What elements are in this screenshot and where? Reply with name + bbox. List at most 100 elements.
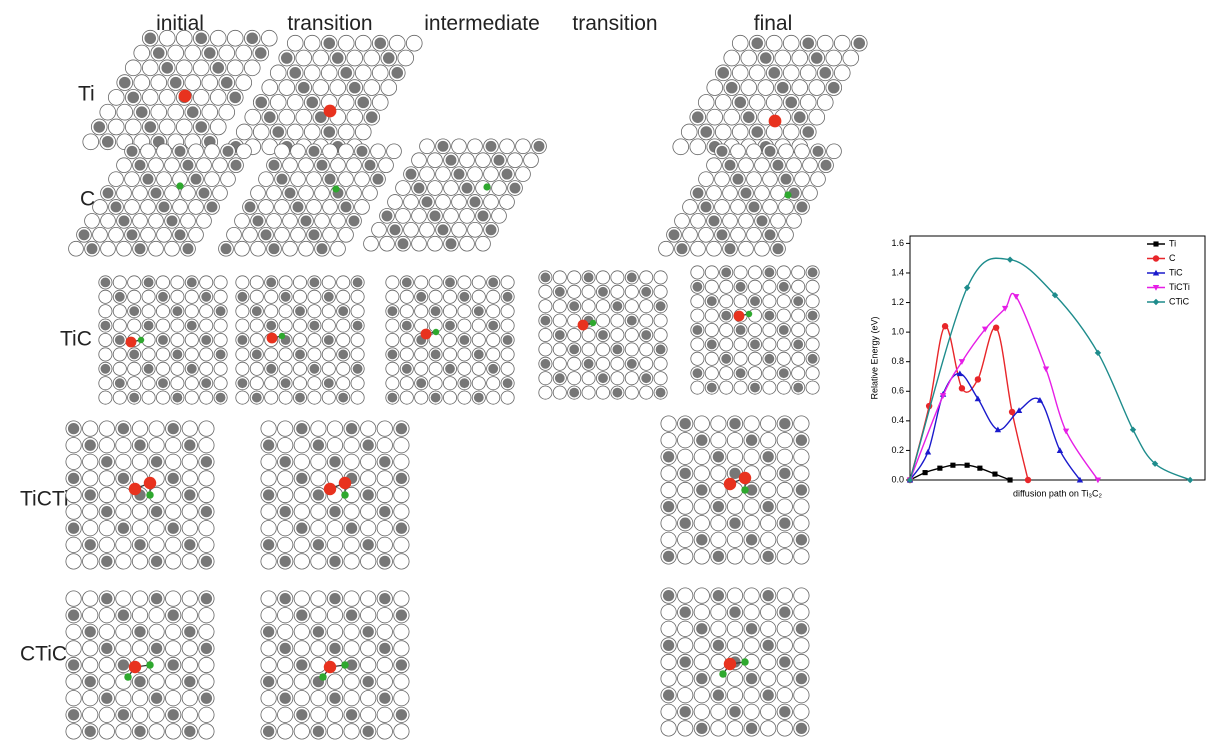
atom-dark	[168, 523, 179, 534]
atom-dark	[366, 111, 378, 123]
atom-dark	[272, 126, 284, 138]
atom	[108, 119, 124, 135]
atom	[444, 208, 459, 223]
atom-dark	[184, 440, 195, 451]
atom	[779, 144, 794, 159]
atom-dark	[713, 640, 724, 651]
atom	[275, 227, 290, 242]
atom	[219, 104, 235, 120]
atom	[678, 621, 693, 636]
atom	[182, 591, 197, 606]
atom	[777, 549, 792, 564]
atom	[394, 691, 409, 706]
atom-dark	[785, 97, 797, 109]
atom	[705, 280, 718, 293]
atom-dark	[229, 92, 241, 104]
atom	[732, 65, 748, 81]
atom-dark	[680, 468, 691, 479]
atom	[351, 348, 364, 361]
atom	[331, 158, 346, 173]
atom	[443, 348, 456, 361]
atom	[308, 348, 321, 361]
atom-dark	[313, 726, 324, 737]
y-tick-label: 0.0	[891, 474, 904, 484]
marker	[1007, 477, 1012, 482]
atom-dark	[281, 52, 293, 64]
atom	[654, 271, 667, 284]
atom-dark	[414, 183, 425, 194]
atom	[766, 94, 782, 110]
atom	[678, 721, 693, 736]
atom	[400, 305, 413, 318]
structure-panel	[69, 144, 252, 256]
atom	[777, 671, 792, 686]
atom	[199, 657, 214, 672]
atom	[116, 487, 131, 502]
structure-panel	[673, 35, 867, 154]
y-tick-label: 1.0	[891, 326, 904, 336]
atom	[99, 333, 112, 346]
atom	[116, 691, 131, 706]
structure-panel	[659, 144, 842, 256]
atom	[661, 621, 676, 636]
atom-dark	[68, 423, 79, 434]
atom-dark	[281, 292, 291, 302]
atom	[293, 319, 306, 332]
atom	[492, 208, 507, 223]
atom	[761, 516, 776, 531]
atom	[315, 186, 330, 201]
row-label: Ti	[78, 83, 95, 106]
atom	[412, 153, 427, 168]
atom	[771, 213, 786, 228]
atom	[236, 348, 249, 361]
atom	[625, 300, 638, 313]
atom	[83, 521, 98, 536]
atom	[487, 305, 500, 318]
atom	[311, 691, 326, 706]
atom	[727, 532, 742, 547]
atom	[691, 338, 704, 351]
atom-dark	[677, 243, 688, 254]
atom	[377, 421, 392, 436]
atom	[205, 144, 220, 159]
atom	[270, 94, 286, 110]
atom	[327, 421, 342, 436]
atom-dark	[158, 378, 168, 388]
atom	[625, 285, 638, 298]
atom	[344, 641, 359, 656]
adatom	[179, 90, 192, 103]
atom	[66, 641, 81, 656]
atom	[611, 357, 624, 370]
atom	[294, 724, 309, 739]
atom	[156, 362, 169, 375]
atom	[66, 591, 81, 606]
atom-dark	[338, 350, 348, 360]
atom-dark	[101, 643, 112, 654]
atom	[678, 433, 693, 448]
atom-dark	[402, 278, 412, 288]
atom	[428, 236, 443, 251]
atom	[101, 241, 116, 256]
atom	[99, 305, 112, 318]
atom	[157, 227, 172, 242]
atom	[361, 421, 376, 436]
atom	[351, 391, 364, 404]
atom	[261, 707, 276, 722]
atom	[159, 119, 175, 135]
atom	[516, 139, 531, 154]
atom	[777, 721, 792, 736]
atom-dark	[391, 67, 403, 79]
atom	[278, 438, 293, 453]
atom-dark	[663, 590, 674, 601]
atom	[166, 554, 181, 569]
atom-dark	[750, 296, 760, 306]
atom	[755, 241, 770, 256]
atom	[287, 124, 303, 140]
atom	[142, 305, 155, 318]
atom-dark	[349, 215, 360, 226]
atom	[371, 144, 386, 159]
atom	[747, 172, 762, 187]
atom	[210, 89, 226, 105]
atom-dark	[295, 393, 305, 403]
atom	[236, 391, 249, 404]
